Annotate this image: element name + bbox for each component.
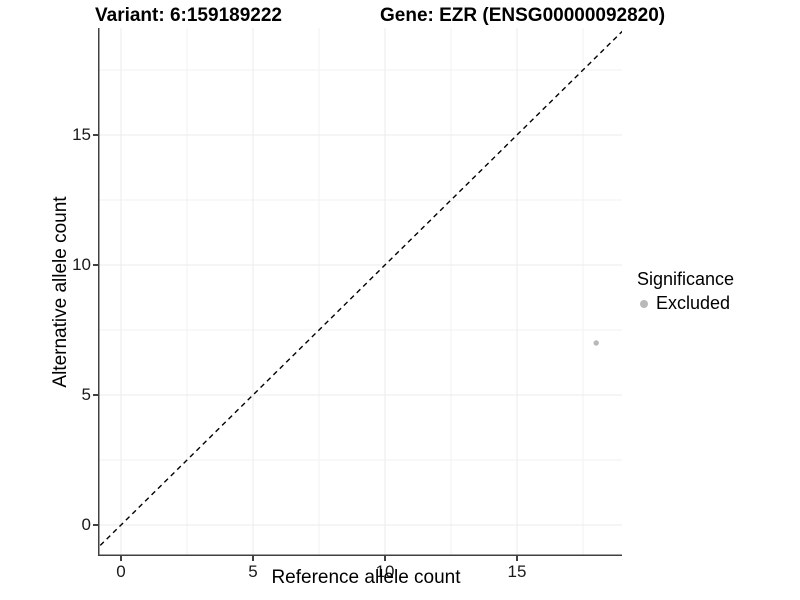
x-tick-label: 5: [248, 562, 258, 581]
y-tick-label: 0: [81, 515, 91, 534]
y-tick-label: 5: [81, 385, 91, 404]
y-tick-mark: [93, 264, 98, 266]
plot-title-gene: Gene: EZR (ENSG00000092820): [380, 5, 666, 26]
x-tick-label: 10: [375, 562, 395, 581]
legend: Significance Excluded: [635, 269, 734, 314]
x-tick-mark: [384, 556, 386, 561]
y-tick-mark: [93, 394, 98, 396]
identity-dashed-line: [98, 30, 622, 549]
scatter-plot-svg: [98, 28, 622, 556]
y-tick-label: 15: [72, 125, 91, 144]
x-tick-label: 15: [507, 562, 527, 581]
plot-panel: [98, 28, 622, 556]
legend-item-excluded: Excluded: [635, 293, 734, 314]
x-axis-title: Reference allele count: [271, 567, 461, 588]
x-tick-mark: [120, 556, 122, 561]
y-tick-mark: [93, 524, 98, 526]
x-tick-mark: [516, 556, 518, 561]
legend-key-dot-icon: [635, 295, 652, 312]
y-tick-mark: [93, 134, 98, 136]
y-tick-label: 10: [72, 255, 91, 274]
x-tick-label: 0: [116, 562, 126, 581]
y-axis-title: Alternative allele count: [50, 196, 71, 388]
plot-title-variant: Variant: 6:159189222: [95, 5, 282, 26]
x-tick-mark: [252, 556, 254, 561]
data-point: [593, 340, 599, 346]
legend-item-label: Excluded: [656, 293, 731, 313]
legend-title: Significance: [637, 269, 735, 289]
